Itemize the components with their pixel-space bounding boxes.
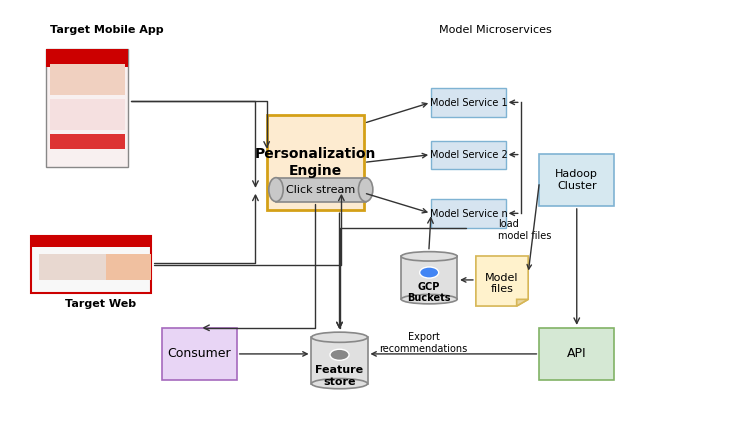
FancyBboxPatch shape xyxy=(539,154,614,206)
Ellipse shape xyxy=(401,294,457,304)
Ellipse shape xyxy=(268,178,284,201)
FancyBboxPatch shape xyxy=(311,337,368,384)
FancyBboxPatch shape xyxy=(32,237,151,293)
Text: Model Microservices: Model Microservices xyxy=(439,25,551,35)
FancyBboxPatch shape xyxy=(50,64,124,95)
FancyBboxPatch shape xyxy=(46,49,128,67)
Text: Personalization
Engine: Personalization Engine xyxy=(254,147,376,177)
Ellipse shape xyxy=(401,252,457,261)
Text: Model Service 1: Model Service 1 xyxy=(430,98,507,108)
FancyBboxPatch shape xyxy=(50,134,124,149)
Text: Model Service n: Model Service n xyxy=(430,208,507,219)
Ellipse shape xyxy=(311,332,368,343)
Circle shape xyxy=(420,267,439,278)
FancyBboxPatch shape xyxy=(431,88,506,117)
FancyBboxPatch shape xyxy=(32,237,151,247)
Text: Target Mobile App: Target Mobile App xyxy=(50,25,164,35)
FancyBboxPatch shape xyxy=(431,141,506,169)
Text: Model Service 2: Model Service 2 xyxy=(430,150,507,160)
FancyBboxPatch shape xyxy=(539,328,614,380)
Polygon shape xyxy=(517,299,528,306)
Text: Hadoop
Cluster: Hadoop Cluster xyxy=(555,169,598,191)
Ellipse shape xyxy=(358,178,373,201)
Ellipse shape xyxy=(311,378,368,389)
FancyBboxPatch shape xyxy=(276,178,366,201)
FancyBboxPatch shape xyxy=(431,199,506,228)
FancyBboxPatch shape xyxy=(401,256,457,299)
Circle shape xyxy=(330,349,349,360)
Text: GCP
Buckets: GCP Buckets xyxy=(407,282,451,303)
Text: Export
recommendations: Export recommendations xyxy=(380,332,468,354)
Text: Consumer: Consumer xyxy=(167,347,231,360)
Text: Target Web: Target Web xyxy=(65,299,136,309)
Text: Click stream: Click stream xyxy=(286,185,356,194)
FancyBboxPatch shape xyxy=(46,49,128,167)
Text: load
model files: load model files xyxy=(498,219,552,240)
Text: Model
files: Model files xyxy=(485,273,519,294)
FancyBboxPatch shape xyxy=(162,328,237,380)
FancyBboxPatch shape xyxy=(50,99,124,130)
Text: API: API xyxy=(567,347,586,360)
Polygon shape xyxy=(476,256,528,306)
FancyBboxPatch shape xyxy=(267,115,364,210)
Text: Feature
store: Feature store xyxy=(316,365,364,387)
FancyBboxPatch shape xyxy=(106,254,151,280)
FancyBboxPatch shape xyxy=(39,254,106,280)
